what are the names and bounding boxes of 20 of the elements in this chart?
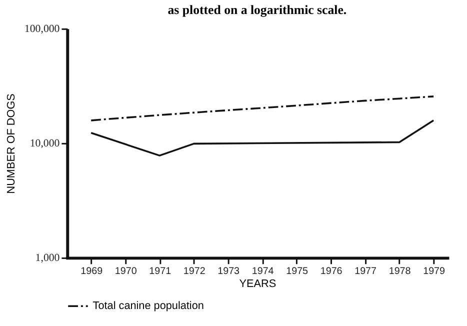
x-tick-label: 1971 xyxy=(149,266,172,278)
x-tick-label: 1974 xyxy=(252,266,274,278)
chart-title: as plotted on a logarithmic scale. xyxy=(168,2,347,17)
x-tick-label: 1976 xyxy=(320,266,343,278)
line-series xyxy=(90,120,434,156)
x-axis-title: YEARS xyxy=(239,278,276,290)
x-tick-label: 1973 xyxy=(218,266,240,278)
y-tick-label: 10,000 xyxy=(30,138,60,150)
x-tick-label: 1979 xyxy=(423,266,446,278)
y-axis-title: NUMBER OF DOGS xyxy=(6,94,18,194)
y-tick-label: 100,000 xyxy=(24,23,60,36)
x-tick-label: 1978 xyxy=(388,266,412,278)
x-tick-label: 1970 xyxy=(114,266,138,278)
x-tick-label: 1972 xyxy=(183,266,206,278)
y-tick-label: 1,000 xyxy=(35,252,60,264)
line-series xyxy=(90,96,434,122)
x-tick-label: 1977 xyxy=(354,266,377,278)
x-tick-label: 1975 xyxy=(286,266,309,278)
x-tick-label: 1969 xyxy=(80,266,104,278)
legend-label: Total canine population xyxy=(92,300,204,312)
